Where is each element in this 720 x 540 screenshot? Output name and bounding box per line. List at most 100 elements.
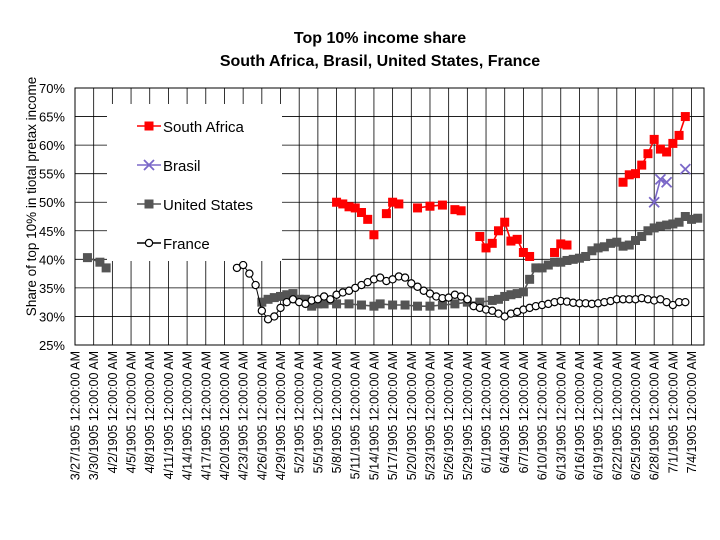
united-states-marker bbox=[674, 217, 684, 227]
france-marker bbox=[681, 297, 690, 307]
x-tick-label: 5/17/1905 12:00:00 AM bbox=[386, 351, 400, 480]
france-marker bbox=[257, 306, 267, 315]
south-africa-marker bbox=[562, 240, 572, 250]
south-africa-marker bbox=[618, 177, 628, 187]
united-states-marker bbox=[400, 300, 410, 310]
legend-label-brasil: Brasil bbox=[163, 158, 201, 175]
x-tick-label: 6/22/1905 12:00:00 AM bbox=[610, 351, 624, 480]
x-tick-label: 4/14/1905 12:00:00 AM bbox=[181, 351, 195, 480]
united-states-marker bbox=[375, 299, 385, 309]
united-states-marker bbox=[450, 299, 460, 309]
south-africa-marker bbox=[662, 147, 672, 157]
x-tick-label: 4/8/1905 12:00:00 AM bbox=[143, 351, 157, 473]
x-tick-label: 4/2/1905 12:00:00 AM bbox=[106, 351, 120, 473]
series-brasil bbox=[648, 163, 691, 208]
x-tick-label: 6/19/1905 12:00:00 AM bbox=[592, 351, 606, 480]
brasil-marker bbox=[654, 173, 667, 186]
legend-item-south-africa: South Africa bbox=[137, 119, 245, 136]
south-africa-marker bbox=[350, 203, 360, 213]
x-tick-label: 6/16/1905 12:00:00 AM bbox=[573, 351, 587, 480]
y-tick-label: 60% bbox=[39, 138, 65, 153]
brasil-marker bbox=[660, 176, 673, 188]
x-tick-label: 4/5/1905 12:00:00 AM bbox=[125, 351, 139, 473]
chart-subtitle: South Africa, Brasil, United States, Fra… bbox=[219, 53, 541, 70]
united-states-marker bbox=[624, 240, 634, 250]
south-africa-marker bbox=[500, 217, 510, 227]
united-states-marker bbox=[101, 263, 111, 273]
x-tick-label: 5/23/1905 12:00:00 AM bbox=[423, 351, 437, 480]
x-tick-label: 6/4/1905 12:00:00 AM bbox=[498, 351, 512, 473]
legend-label-france: France bbox=[163, 236, 210, 253]
united-states-marker bbox=[82, 253, 92, 263]
south-africa-marker bbox=[487, 238, 497, 248]
united-states-marker bbox=[413, 301, 423, 311]
x-tick-label: 6/28/1905 12:00:00 AM bbox=[648, 351, 662, 480]
france-marker bbox=[375, 273, 385, 282]
south-africa-marker bbox=[674, 130, 684, 140]
france-marker bbox=[463, 295, 472, 304]
x-tick-label: 4/17/1905 12:00:00 AM bbox=[199, 351, 213, 480]
x-tick-label: 5/20/1905 12:00:00 AM bbox=[405, 351, 419, 480]
france-marker bbox=[238, 260, 248, 270]
united-states-marker bbox=[518, 287, 528, 297]
x-tick-label: 6/7/1905 12:00:00 AM bbox=[517, 351, 531, 473]
united-states-marker bbox=[693, 213, 703, 223]
x-tick-label: 6/10/1905 12:00:00 AM bbox=[536, 351, 550, 480]
x-tick-label: 5/2/1905 12:00:00 AM bbox=[293, 351, 307, 473]
legend-brasil-marker bbox=[143, 159, 155, 171]
france-marker bbox=[407, 279, 416, 288]
y-tick-label: 30% bbox=[39, 309, 65, 324]
united-states-marker bbox=[581, 251, 591, 261]
x-tick-label: 5/14/1905 12:00:00 AM bbox=[367, 351, 381, 480]
y-tick-label: 25% bbox=[39, 338, 65, 353]
france-marker bbox=[413, 282, 422, 291]
united-states-marker bbox=[388, 300, 398, 310]
y-tick-label: 35% bbox=[39, 281, 65, 296]
legend-box bbox=[107, 104, 282, 261]
legend-item-brasil: Brasil bbox=[137, 158, 201, 175]
france-marker bbox=[251, 280, 260, 290]
south-africa-marker bbox=[381, 209, 391, 219]
united-states-marker bbox=[356, 300, 366, 310]
x-tick-label: 6/1/1905 12:00:00 AM bbox=[480, 351, 494, 473]
x-tick-label: 5/5/1905 12:00:00 AM bbox=[311, 351, 325, 473]
x-tick-label: 4/29/1905 12:00:00 AM bbox=[274, 351, 288, 480]
y-tick-label: 40% bbox=[39, 252, 65, 267]
legend-label-united-states: United States bbox=[163, 197, 253, 214]
x-tick-label: 7/1/1905 12:00:00 AM bbox=[666, 351, 680, 473]
south-africa-marker bbox=[512, 234, 522, 244]
y-tick-label: 45% bbox=[39, 224, 65, 239]
x-tick-label: 3/30/1905 12:00:00 AM bbox=[87, 351, 101, 480]
united-states-marker bbox=[525, 274, 535, 284]
legend-united-states-marker bbox=[144, 199, 154, 209]
series-south-africa bbox=[332, 112, 690, 261]
y-tick-label: 70% bbox=[39, 81, 65, 96]
south-africa-marker bbox=[475, 231, 485, 241]
legend: South Africa Brasil United States France bbox=[107, 104, 282, 261]
legend-label-south-africa: South Africa bbox=[163, 119, 245, 136]
x-tick-label: 5/26/1905 12:00:00 AM bbox=[442, 351, 456, 480]
south-africa-marker bbox=[369, 230, 379, 240]
y-axis-label: Share of top 10% in tiotal pretax income bbox=[24, 77, 39, 316]
x-tick-label: 4/23/1905 12:00:00 AM bbox=[237, 351, 251, 480]
south-africa-marker bbox=[550, 247, 560, 257]
united-states-marker bbox=[344, 299, 354, 309]
x-tick-label: 3/27/1905 12:00:00 AM bbox=[69, 351, 83, 480]
y-tick-label: 50% bbox=[39, 195, 65, 210]
series-france bbox=[232, 260, 690, 324]
france-marker bbox=[245, 269, 254, 278]
x-tick-label: 5/29/1905 12:00:00 AM bbox=[461, 351, 475, 480]
x-tick-label: 6/13/1905 12:00:00 AM bbox=[554, 351, 568, 480]
south-africa-marker bbox=[437, 200, 447, 210]
south-africa-marker bbox=[413, 203, 423, 213]
x-tick-label: 4/20/1905 12:00:00 AM bbox=[218, 351, 232, 480]
south-africa-marker bbox=[481, 243, 491, 253]
south-africa-marker bbox=[637, 160, 647, 170]
brasil-marker bbox=[679, 163, 691, 175]
united-states-marker bbox=[95, 257, 105, 267]
south-africa-marker bbox=[643, 149, 653, 159]
x-tick-label: 5/11/1905 12:00:00 AM bbox=[349, 351, 363, 479]
united-states-marker bbox=[425, 301, 435, 311]
